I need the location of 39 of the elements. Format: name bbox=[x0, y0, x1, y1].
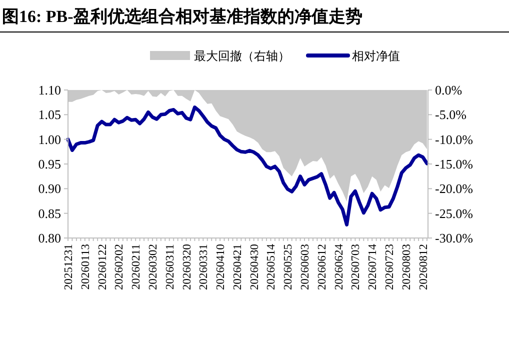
x-tick-label: 20260311 bbox=[164, 244, 176, 290]
x-tick-label: 20260723 bbox=[384, 244, 396, 290]
x-tick-label: 20260211 bbox=[130, 244, 143, 290]
y2-tick-label: 0.0% bbox=[435, 82, 462, 98]
chart-title: 图16: PB-盈利优选组合相对基准指数的净值走势 bbox=[2, 7, 362, 26]
x-tick-label: 20260331 bbox=[198, 244, 210, 290]
y2-tick-label: -20.0% bbox=[435, 181, 474, 196]
y-tick-label: 1.05 bbox=[38, 107, 61, 122]
x-tick-label: 20260803 bbox=[400, 244, 413, 290]
y-tick-label: 1.00 bbox=[38, 132, 61, 147]
y-tick-label: 1.10 bbox=[38, 82, 61, 98]
x-tick-label: 20260514 bbox=[266, 244, 278, 290]
x-tick-label: 20260703 bbox=[350, 244, 362, 290]
x-tick-label: 20260302 bbox=[147, 244, 160, 290]
legend-label: 最大回撤（右轴） bbox=[194, 49, 290, 63]
y-tick-label: 0.95 bbox=[38, 156, 61, 172]
x-tick-label: 20251231 bbox=[63, 244, 75, 290]
x-tick-label: 20260812 bbox=[418, 244, 430, 290]
y2-tick-label: -5.0% bbox=[435, 107, 467, 122]
x-tick-label: 20260113 bbox=[80, 244, 92, 290]
x-tick-label: 20260714 bbox=[367, 244, 380, 290]
legend-label: 相对净值 bbox=[352, 49, 400, 63]
x-tick-label: 20260202 bbox=[114, 244, 126, 290]
x-tick-label: 20260421 bbox=[232, 244, 244, 290]
x-tick-label: 20260525 bbox=[282, 244, 295, 290]
x-tick-label: 20260122 bbox=[96, 244, 109, 290]
y-tick-label: 0.80 bbox=[38, 230, 61, 246]
x-tick-label: 20260624 bbox=[333, 244, 346, 290]
y2-tick-label: -25.0% bbox=[435, 206, 474, 221]
x-tick-label: 20260612 bbox=[316, 244, 328, 290]
x-tick-label: 20260320 bbox=[181, 244, 194, 290]
x-tick-label: 20260410 bbox=[215, 244, 228, 290]
x-tick-label: 20260603 bbox=[300, 244, 312, 290]
y2-tick-label: -15.0% bbox=[435, 156, 474, 172]
y2-tick-label: -10.0% bbox=[435, 132, 474, 147]
x-tick-label: 20260430 bbox=[248, 244, 261, 290]
y-tick-label: 0.90 bbox=[38, 181, 61, 196]
y-tick-label: 0.85 bbox=[38, 206, 61, 221]
y2-tick-label: -30.0% bbox=[435, 230, 474, 246]
